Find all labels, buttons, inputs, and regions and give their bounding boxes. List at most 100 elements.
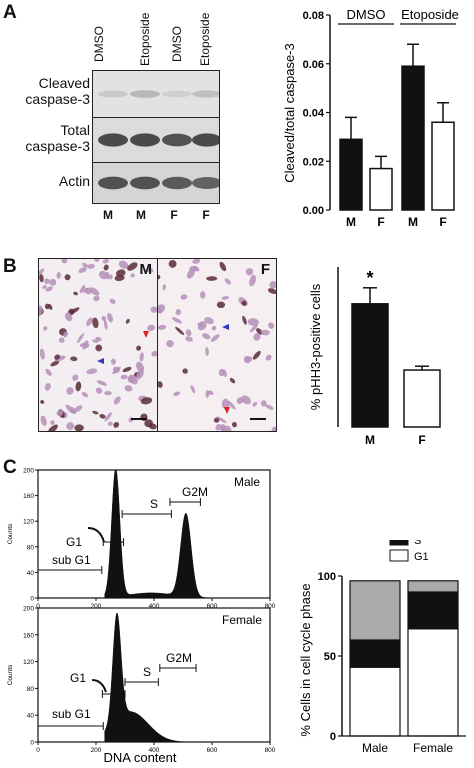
- cell: [265, 354, 272, 361]
- cell: [104, 390, 112, 396]
- cell: [260, 400, 267, 407]
- cell: [92, 317, 99, 329]
- cell: [39, 268, 45, 276]
- cell: [44, 278, 50, 285]
- cell: [241, 300, 247, 306]
- cell: [39, 348, 45, 360]
- cell: [168, 259, 177, 268]
- y-tick-label: 120: [23, 659, 34, 666]
- cell: [110, 358, 116, 365]
- cell: [242, 315, 247, 325]
- cell: [125, 318, 130, 324]
- cell: [175, 309, 181, 316]
- y-axis-label: Cleaved/total caspase-3: [282, 43, 297, 182]
- cell: [267, 288, 276, 294]
- cell: [139, 352, 144, 362]
- cell: [86, 317, 93, 326]
- cell: [103, 264, 109, 271]
- x-tick-label: F: [439, 215, 446, 229]
- cell: [216, 301, 226, 309]
- blot-band: [130, 90, 160, 98]
- histogram-frame: [37, 469, 271, 599]
- y-axis-label: % Cells in cell cycle phase: [298, 583, 313, 736]
- blot-band: [98, 90, 128, 98]
- cell: [54, 354, 61, 360]
- stacked-bar-segment: [349, 639, 401, 668]
- cell: [43, 326, 48, 331]
- blot-band: [192, 177, 222, 189]
- cell: [118, 260, 129, 269]
- cell: [109, 298, 116, 304]
- cell: [219, 261, 227, 272]
- cell: [99, 414, 106, 419]
- y-tick-label: 80: [27, 686, 35, 693]
- y-tick-label: 160: [23, 632, 34, 639]
- x-tick-label: 0: [36, 747, 40, 754]
- x-tick-label: 200: [91, 747, 102, 754]
- bar: [339, 138, 363, 211]
- cell: [204, 317, 214, 325]
- cell: [151, 350, 157, 357]
- cell: [127, 262, 138, 271]
- gate-label-sub-g1: sub G1: [52, 707, 91, 721]
- cell: [56, 409, 64, 417]
- bar: [401, 65, 425, 211]
- cell: [72, 374, 79, 381]
- y-tick-label: 0: [30, 740, 34, 747]
- panel-c-letter: C: [3, 457, 17, 478]
- cell: [95, 336, 102, 342]
- blot-row-cleaved: [92, 70, 222, 118]
- cell: [241, 395, 252, 405]
- cell: [192, 259, 201, 264]
- cell: [45, 286, 53, 292]
- x-tick-label: F: [377, 215, 384, 229]
- micrograph-male-label: M: [139, 261, 153, 278]
- micrograph-female-label: F: [260, 261, 270, 278]
- cell: [243, 356, 250, 363]
- x-tick-label: Male: [362, 741, 388, 755]
- histogram-fill: [104, 612, 218, 743]
- cell: [197, 322, 204, 328]
- cell: [114, 274, 125, 282]
- cell: [253, 333, 261, 341]
- cell: [146, 267, 154, 273]
- cell: [236, 397, 244, 404]
- cell: [221, 296, 230, 300]
- blue-arrowhead: [97, 358, 104, 364]
- gate-label-g1: G1: [66, 535, 82, 549]
- cell: [115, 269, 126, 277]
- lane-sex-1: M: [103, 208, 113, 222]
- legend-swatch: [389, 549, 409, 562]
- cell: [162, 284, 166, 291]
- cell: [64, 274, 71, 281]
- stacked-bar-segment: [349, 666, 401, 737]
- y-tick-label: 0.06: [303, 59, 324, 71]
- cell: [107, 312, 114, 323]
- blot-band: [130, 176, 160, 190]
- x-tick-label: 600: [207, 603, 218, 610]
- x-tick-label: 800: [265, 747, 276, 754]
- cell: [102, 259, 109, 264]
- cell: [87, 263, 95, 269]
- x-axis-label: DNA content: [104, 750, 177, 765]
- cell: [193, 265, 200, 272]
- cell: [78, 267, 87, 274]
- cell: [95, 387, 103, 394]
- cell: [113, 421, 120, 428]
- cell: [147, 324, 156, 332]
- cell: [64, 312, 73, 322]
- lane-sex-2: M: [136, 208, 146, 222]
- cell: [158, 304, 166, 313]
- y-tick-label: 80: [27, 544, 35, 551]
- cell: [222, 369, 227, 378]
- cell: [220, 424, 226, 431]
- group-label: DMSO: [347, 7, 386, 22]
- cell: [173, 391, 181, 396]
- cell: [94, 259, 100, 262]
- cell: [207, 390, 214, 396]
- phh3-chart: M F * % pHH3-positive cells: [308, 267, 441, 447]
- panel-b-letter: B: [3, 256, 17, 277]
- legend: G2/MSG1: [389, 540, 429, 563]
- cell: [120, 374, 128, 380]
- gate-label-g2m: G2M: [166, 651, 192, 665]
